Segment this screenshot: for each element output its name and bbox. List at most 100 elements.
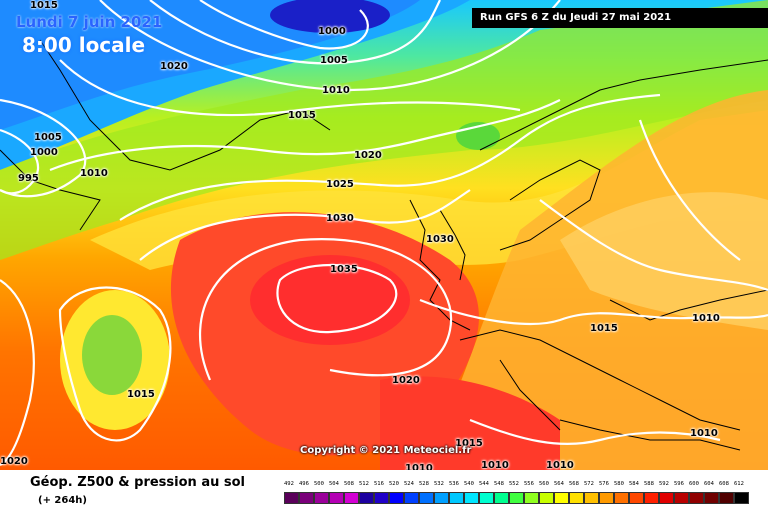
legend-swatch bbox=[599, 492, 614, 504]
legend-value: 496 bbox=[299, 481, 309, 487]
legend-value: 504 bbox=[329, 481, 339, 487]
isobar-label: 1010 bbox=[481, 460, 509, 471]
isobar-label: 1010 bbox=[405, 463, 433, 471]
legend-value: 508 bbox=[344, 481, 354, 487]
legend-swatch bbox=[299, 492, 314, 504]
map-title: Géop. Z500 & pression au sol bbox=[30, 475, 245, 490]
isobar-label: 995 bbox=[18, 173, 39, 184]
legend-swatch bbox=[554, 492, 569, 504]
legend-value: 596 bbox=[674, 481, 684, 487]
legend-swatch bbox=[509, 492, 524, 504]
legend-swatch bbox=[389, 492, 404, 504]
legend-swatch bbox=[434, 492, 449, 504]
europe-yellow-patch bbox=[560, 192, 768, 330]
isobar-label: 1010 bbox=[546, 460, 574, 471]
legend-value: 544 bbox=[479, 481, 489, 487]
legend-swatch bbox=[464, 492, 479, 504]
legend-value: 564 bbox=[554, 481, 564, 487]
legend-swatch bbox=[284, 492, 299, 504]
legend-value: 492 bbox=[284, 481, 294, 487]
isobar-label: 1020 bbox=[354, 150, 382, 161]
forecast-lead: (+ 264h) bbox=[38, 495, 87, 506]
legend-swatch bbox=[659, 492, 674, 504]
isobar-label: 1015 bbox=[455, 438, 483, 449]
legend-swatch bbox=[344, 492, 359, 504]
isobar-label: 1010 bbox=[692, 313, 720, 324]
legend-swatch bbox=[719, 492, 734, 504]
legend-swatch bbox=[374, 492, 389, 504]
legend-value: 604 bbox=[704, 481, 714, 487]
isobars bbox=[0, 0, 768, 465]
legend-value: 556 bbox=[524, 481, 534, 487]
legend-swatch bbox=[314, 492, 329, 504]
deep-low-core bbox=[270, 0, 390, 33]
field-layers bbox=[0, 0, 768, 470]
legend-swatch bbox=[674, 492, 689, 504]
coastlines bbox=[0, 39, 768, 451]
legend-swatch bbox=[569, 492, 584, 504]
legend-value: 516 bbox=[374, 481, 384, 487]
legend-swatch bbox=[629, 492, 644, 504]
legend-value: 532 bbox=[434, 481, 444, 487]
isobar-label: 1000 bbox=[30, 147, 58, 158]
isobar-label: 1015 bbox=[30, 0, 58, 11]
isobar-label: 1030 bbox=[426, 234, 454, 245]
legend-value: 560 bbox=[539, 481, 549, 487]
isobar-label: 1005 bbox=[34, 132, 62, 143]
legend-swatch bbox=[539, 492, 554, 504]
legend-value: 548 bbox=[494, 481, 504, 487]
legend-swatch bbox=[329, 492, 344, 504]
legend-value: 580 bbox=[614, 481, 624, 487]
legend-swatch bbox=[479, 492, 494, 504]
legend-value: 528 bbox=[419, 481, 429, 487]
legend-value: 584 bbox=[629, 481, 639, 487]
isobar-label: 1005 bbox=[320, 55, 348, 66]
legend-swatch bbox=[419, 492, 434, 504]
legend-swatch bbox=[584, 492, 599, 504]
legend-value: 576 bbox=[599, 481, 609, 487]
isobar-label: 1035 bbox=[330, 264, 358, 275]
isobar-label: 1020 bbox=[0, 456, 28, 467]
legend-swatch bbox=[494, 492, 509, 504]
isobar-label: 1010 bbox=[690, 428, 718, 439]
legend-value: 500 bbox=[314, 481, 324, 487]
isobar-label: 1020 bbox=[392, 375, 420, 386]
legend-value: 592 bbox=[659, 481, 669, 487]
footer: Géop. Z500 & pression au sol (+ 264h) bbox=[0, 470, 768, 512]
legend-value: 540 bbox=[464, 481, 474, 487]
isobar-label: 1030 bbox=[326, 213, 354, 224]
legend-value: 600 bbox=[689, 481, 699, 487]
legend-value: 520 bbox=[389, 481, 399, 487]
isobar-label: 1010 bbox=[80, 168, 108, 179]
forecast-time: 8:00 locale bbox=[22, 33, 146, 57]
mediterranean-warm bbox=[380, 376, 560, 470]
forecast-date: Lundi 7 juin 2021 bbox=[16, 13, 163, 31]
isobar-label: 1025 bbox=[326, 179, 354, 190]
legend-value: 536 bbox=[449, 481, 459, 487]
legend-swatch bbox=[704, 492, 719, 504]
legend-swatch bbox=[689, 492, 704, 504]
legend-value: 512 bbox=[359, 481, 369, 487]
legend-value: 568 bbox=[569, 481, 579, 487]
legend-value: 572 bbox=[584, 481, 594, 487]
isobar-label: 1010 bbox=[322, 85, 350, 96]
legend-value: 588 bbox=[644, 481, 654, 487]
legend-value: 552 bbox=[509, 481, 519, 487]
legend-swatch bbox=[644, 492, 659, 504]
legend-swatch bbox=[614, 492, 629, 504]
run-info: Run GFS 6 Z du Jeudi 27 mai 2021 bbox=[472, 8, 768, 28]
isobar-label: 1020 bbox=[160, 61, 188, 72]
isobar-label: 1015 bbox=[127, 389, 155, 400]
copyright-text: Copyright © 2021 Meteociel.fr bbox=[300, 445, 472, 456]
legend-swatch bbox=[734, 492, 749, 504]
legend-swatch bbox=[404, 492, 419, 504]
legend-swatch bbox=[524, 492, 539, 504]
legend-swatch bbox=[359, 492, 374, 504]
legend-swatch bbox=[449, 492, 464, 504]
color-legend: 492 496 500 504 508 512 516 520 524 528 532 536 540 5… bbox=[284, 481, 749, 505]
legend-value: 612 bbox=[734, 481, 744, 487]
weather-map: 1015 1000 1005 1020 1010 1015 1005 1000 … bbox=[0, 0, 768, 470]
legend-value: 608 bbox=[719, 481, 729, 487]
isobar-label: 1000 bbox=[318, 26, 346, 37]
west-low-green bbox=[82, 315, 142, 395]
